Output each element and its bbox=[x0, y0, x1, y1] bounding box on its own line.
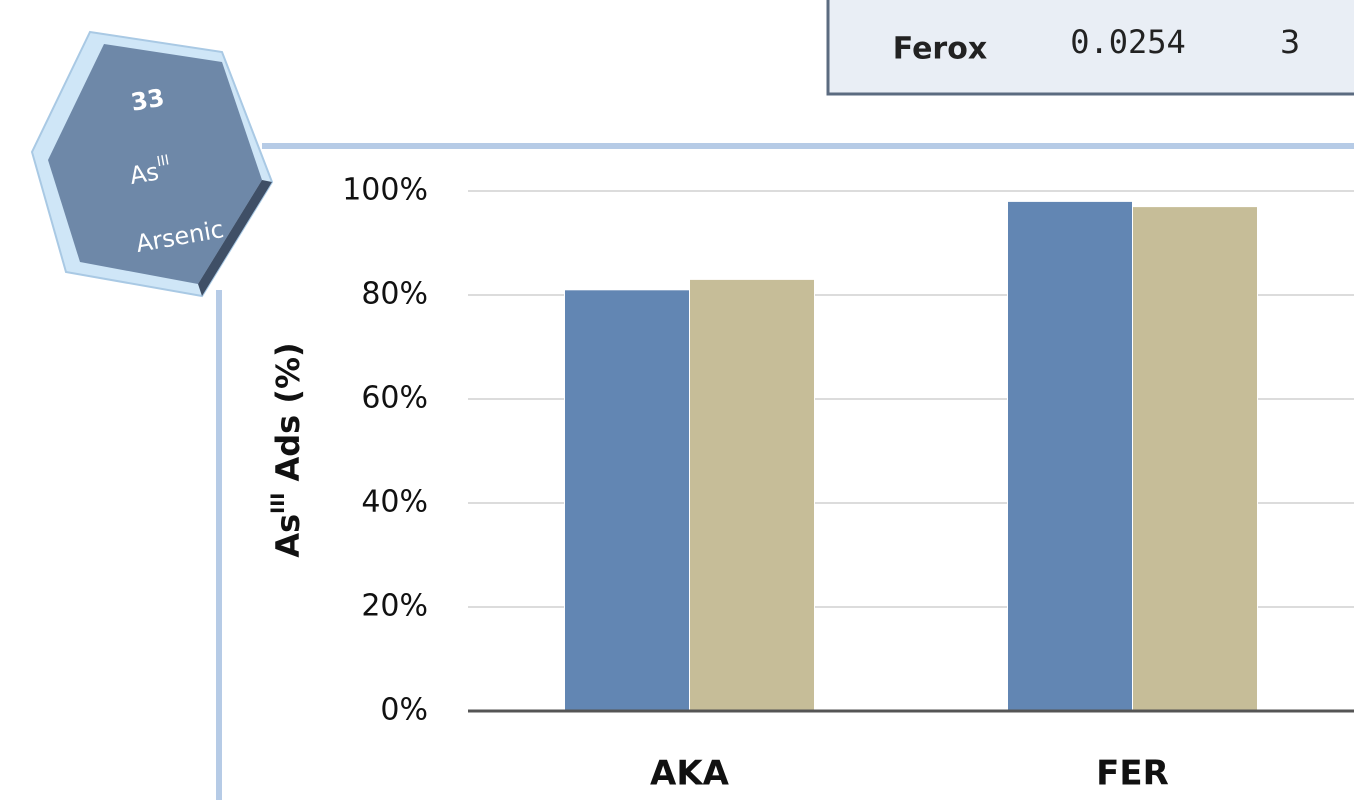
y-tick-label: 100% bbox=[342, 173, 428, 208]
y-axis-label: AsIII Ads (%) bbox=[267, 342, 308, 557]
y-axis-label-rest: Ads (%) bbox=[269, 342, 307, 492]
bar bbox=[689, 278, 815, 712]
x-tick-label: FER bbox=[1096, 754, 1169, 794]
y-tick-label: 60% bbox=[361, 381, 428, 416]
y-axis-label-sup: III bbox=[267, 493, 289, 514]
table-cell: 0.0254 bbox=[1070, 23, 1186, 61]
y-tick-label: 80% bbox=[361, 277, 428, 312]
badge-symbol: AsIII bbox=[127, 152, 173, 190]
bar bbox=[1007, 200, 1133, 712]
bar bbox=[564, 289, 690, 712]
table-cell: 3 bbox=[1280, 23, 1300, 61]
badge-symbol-base: As bbox=[128, 157, 161, 190]
y-axis-label-base: As bbox=[269, 514, 307, 558]
x-tick-label: AKA bbox=[650, 754, 730, 794]
table-box bbox=[826, 0, 1354, 96]
badge-symbol-sup: III bbox=[156, 152, 171, 170]
badge-number: 33 bbox=[129, 83, 167, 116]
bar bbox=[1132, 206, 1258, 712]
y-tick-label: 40% bbox=[361, 485, 428, 520]
y-tick-label: 20% bbox=[361, 589, 428, 624]
badge-edge bbox=[198, 180, 272, 296]
table-cell: Ferox bbox=[893, 32, 987, 67]
y-tick-label: 0% bbox=[380, 693, 428, 728]
badge: 33 AsIII Arsenic bbox=[30, 30, 274, 298]
badge-face bbox=[48, 44, 262, 284]
